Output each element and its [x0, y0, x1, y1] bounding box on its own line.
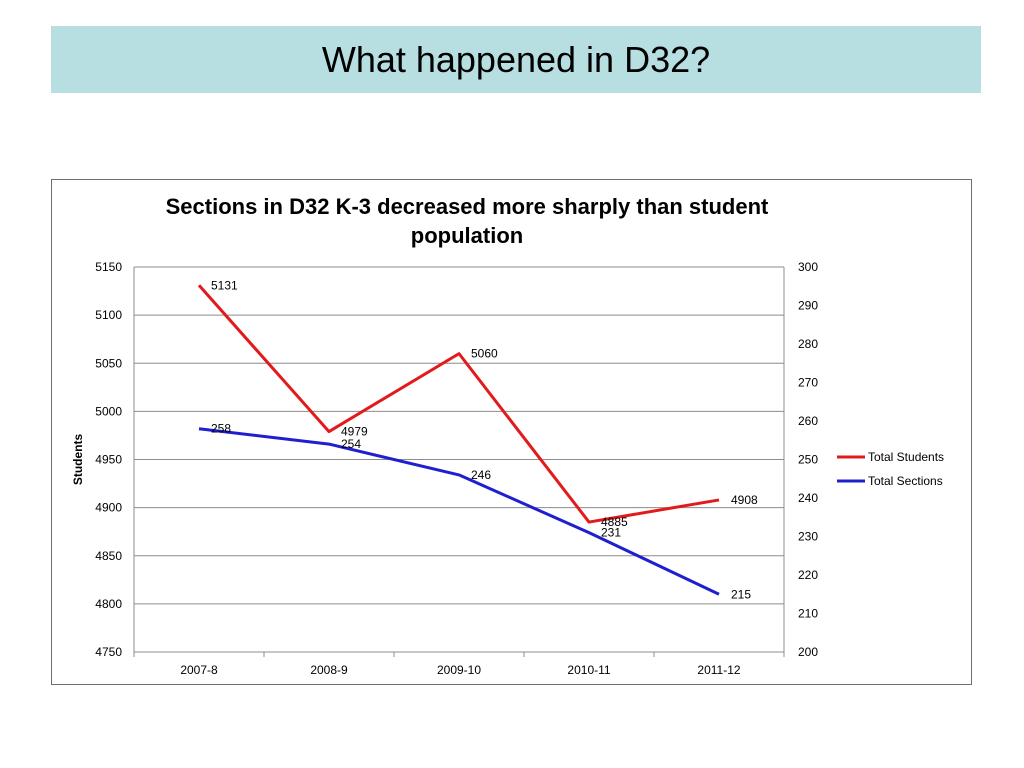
y-tick-label-right: 240	[798, 491, 818, 505]
data-label: 246	[471, 468, 491, 482]
data-label: 5131	[211, 278, 238, 292]
y-tick-label-right: 210	[798, 607, 818, 621]
y-tick-label-right: 230	[798, 530, 818, 544]
data-label: 215	[731, 587, 751, 601]
title-band: What happened in D32?	[51, 26, 981, 93]
y-tick-label-left: 4900	[95, 501, 122, 515]
x-tick-label: 2011-12	[697, 663, 740, 677]
y-tick-label-left: 5150	[95, 260, 122, 274]
data-label: 4885	[601, 515, 628, 529]
chart-frame: Sections in D32 K-3 decreased more sharp…	[51, 179, 972, 685]
y-tick-label-right: 250	[798, 453, 818, 467]
y-axis-title: Students	[71, 434, 85, 486]
data-label: 5060	[471, 347, 498, 361]
y-tick-label-left: 4750	[95, 645, 122, 659]
legend-label: Total Sections	[868, 474, 943, 488]
y-tick-label-left: 4950	[95, 453, 122, 467]
x-tick-label: 2009-10	[437, 663, 481, 677]
x-tick-label: 2007-8	[180, 663, 218, 677]
data-label: 4979	[341, 425, 368, 439]
x-tick-label: 2010-11	[567, 663, 610, 677]
data-label: 231	[601, 526, 621, 540]
data-label: 258	[211, 422, 231, 436]
y-tick-label-right: 270	[798, 376, 818, 390]
chart-title: Sections in D32 K-3 decreased more sharp…	[165, 194, 769, 248]
y-tick-label-left: 5100	[95, 308, 122, 322]
y-tick-label-left: 4800	[95, 597, 122, 611]
y-tick-label-right: 290	[798, 299, 818, 313]
y-tick-label-right: 200	[798, 645, 818, 659]
series-line-sections	[198, 427, 720, 596]
slide-title: What happened in D32?	[321, 38, 711, 80]
y-tick-label-right: 280	[798, 337, 818, 351]
series-line-students	[197, 284, 720, 524]
x-tick-label: 2008-9	[310, 663, 348, 677]
data-label: 254	[341, 437, 361, 451]
line-chart: 4750 4800 4850 4900 4950 5000 5050 5100 5150 200 2…	[71, 260, 944, 677]
legend-label: Total Students	[868, 450, 944, 464]
y-tick-label-right: 260	[798, 414, 818, 428]
y-tick-label-right: 300	[798, 260, 818, 274]
y-tick-label-left: 5000	[95, 404, 122, 418]
data-label: 4908	[731, 493, 758, 507]
y-tick-label-right: 220	[798, 568, 818, 582]
y-tick-label-left: 5050	[95, 356, 122, 370]
y-tick-label-left: 4850	[95, 549, 122, 563]
